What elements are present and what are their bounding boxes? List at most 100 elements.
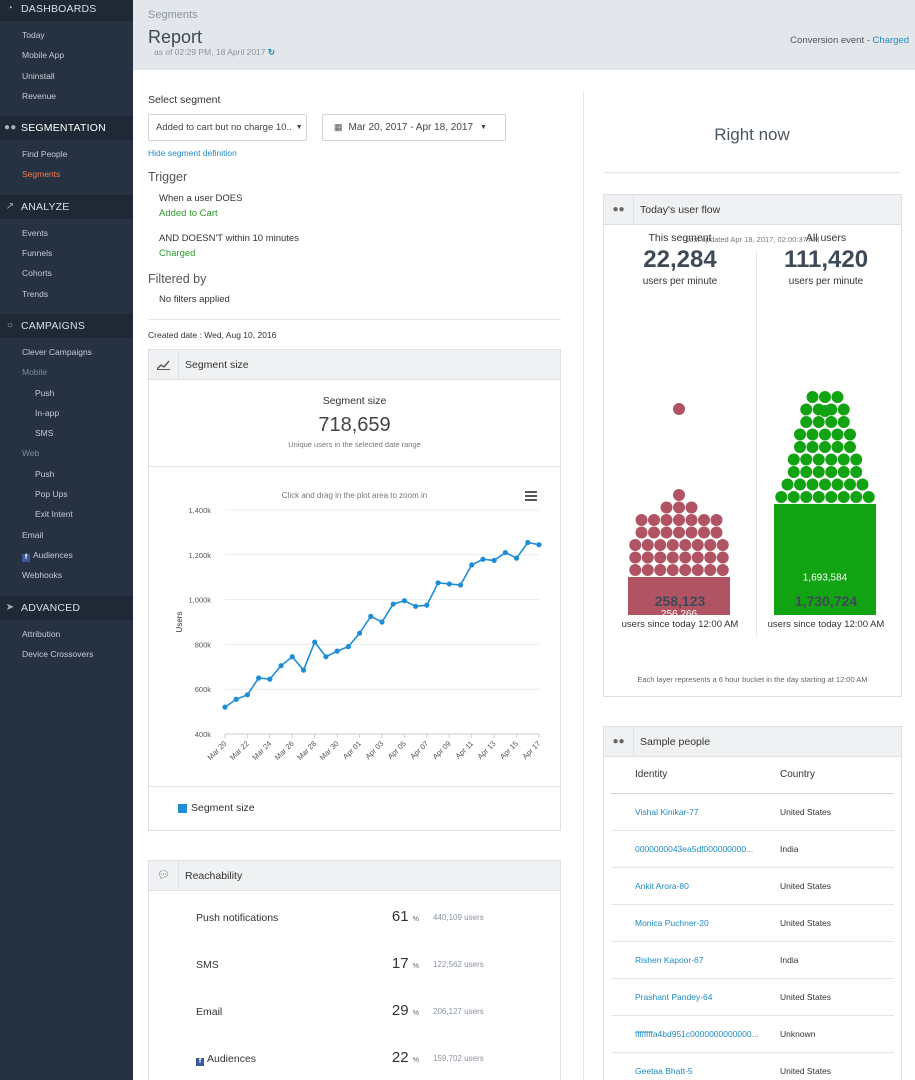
divider [149,466,560,467]
flow-bubble [812,403,825,416]
nav-section-analyze[interactable]: ↗ ANALYZE [0,194,133,219]
identity-link[interactable]: 0000000043ea5df000000000... [611,830,780,868]
sidebar-item-in-app[interactable]: In-app [0,403,133,423]
flow-bubble [794,478,806,491]
flow-bubble [629,551,642,564]
identity-link[interactable]: Vishal Kinikar-77 [611,793,780,831]
page-title: Report [148,27,203,47]
data-point[interactable] [244,692,251,698]
sidebar-item-funnels[interactable]: Funnels [0,243,133,263]
data-point[interactable] [413,603,419,609]
sidebar-item-clever-campaigns[interactable]: Clever Campaigns [0,342,133,362]
segment-dropdown[interactable]: Added to cart but no charge 10.. ▼ [148,114,307,141]
identity-link[interactable]: Ankit Arora-80 [611,867,780,905]
chart-menu-icon[interactable] [525,491,537,503]
sidebar-item-webhooks[interactable]: Webhooks [0,565,133,585]
data-point[interactable] [446,581,452,587]
data-point[interactable] [424,602,430,608]
sidebar-item-label: Webhooks [22,570,63,581]
refresh-icon[interactable]: ↻ [267,47,276,57]
data-point[interactable] [491,557,497,563]
data-point[interactable] [390,601,396,607]
data-point[interactable] [300,667,307,673]
data-point[interactable] [312,639,318,645]
data-point[interactable] [379,619,385,625]
nav-section-dashboards[interactable]: ◔ DASHBOARDS [0,0,133,21]
data-point[interactable] [233,696,239,702]
all-users-unit: users per minute [788,276,864,287]
table-row[interactable]: 0000000043ea5df000000000... India [611,830,894,868]
sidebar-item-today[interactable]: Today [0,25,133,45]
sidebar-item-device-crossovers[interactable]: Device Crossovers [0,644,133,664]
data-point[interactable] [289,654,295,660]
data-point[interactable] [536,542,542,548]
date-range-picker[interactable]: ▦ Mar 20, 2017 - Apr 18, 2017 ▼ [322,114,506,141]
table-row[interactable]: ffffffffa4bd951c0000000000000... Unknown [611,1015,894,1053]
data-point[interactable] [401,598,408,604]
data-point[interactable] [525,539,531,546]
data-point[interactable] [278,663,284,669]
identity-link[interactable]: Prashant Pandey-64 [611,978,780,1016]
data-point[interactable] [267,676,273,682]
table-row[interactable]: Vishal Kinikar-77 United States [611,793,894,831]
data-point[interactable] [435,580,441,586]
data-point[interactable] [345,644,351,650]
sidebar-item-sms[interactable]: SMS [0,423,133,443]
data-point[interactable] [323,654,329,660]
sidebar-item-segments[interactable]: Segments [0,164,133,184]
sidebar-item-uninstall[interactable]: Uninstall [0,66,133,86]
nav-section-segmentation[interactable]: ●● SEGMENTATION [0,116,133,141]
data-point[interactable] [502,549,508,556]
data-point[interactable] [334,648,340,654]
breadcrumb[interactable]: Segments [148,9,198,21]
reach-percent: 22 % [392,1049,419,1066]
table-row[interactable]: Geetaa Bhatt-5 United States [611,1052,894,1080]
sidebar-item-label: Push [35,468,55,479]
data-point[interactable] [222,704,228,710]
sidebar-item-push[interactable]: Push [0,383,133,403]
sidebar-item-mobile-app[interactable]: Mobile App [0,45,133,65]
data-point[interactable] [368,613,374,619]
data-point[interactable] [356,630,363,636]
sidebar-item-pop-ups[interactable]: Pop Ups [0,484,133,504]
country-cell: United States [780,867,894,905]
data-point[interactable] [469,562,475,568]
sidebar-item-cohorts[interactable]: Cohorts [0,263,133,283]
trigger-and-label: AND DOESN'T within 10 minutes [159,233,299,244]
column-header-identity[interactable]: Identity [611,757,780,794]
data-point[interactable] [480,556,486,562]
identity-link[interactable]: Geetaa Bhatt-5 [611,1052,780,1080]
reachability-panel: 💬︎ Reachability Push notifications 61 % 44… [148,860,561,1080]
nav-section-campaigns[interactable]: ○ CAMPAIGNS [0,313,133,338]
table-row[interactable]: Ankit Arora-80 United States [611,867,894,905]
y-tick-label: 400k [195,730,212,739]
sidebar-item-events[interactable]: Events [0,223,133,243]
sidebar-item-trends[interactable]: Trends [0,284,133,304]
flow-bubble [654,564,667,576]
chart-legend[interactable]: Segment size [178,802,255,814]
table-row[interactable]: Prashant Pandey-64 United States [611,978,894,1016]
sidebar-item-audiences[interactable]: f Audiences [0,545,133,565]
identity-link[interactable]: ffffffffa4bd951c0000000000000... [611,1015,780,1053]
data-point[interactable] [513,555,520,561]
data-point[interactable] [457,582,464,588]
hide-segment-definition-link[interactable]: Hide segment definition [148,148,237,158]
sidebar-item-attribution[interactable]: Attribution [0,624,133,644]
nav-section-advanced[interactable]: ➤ ADVANCED [0,595,133,620]
sidebar-item-exit-intent[interactable]: Exit Intent [0,504,133,524]
conversion-event-link[interactable]: Charged [872,35,909,46]
identity-link[interactable]: Rishen Kapoor-67 [611,941,780,979]
reach-channel-label: SMS [196,959,219,971]
table-row[interactable]: Rishen Kapoor-67 India [611,941,894,979]
column-header-country[interactable]: Country [780,757,894,794]
table-row[interactable]: Monica Puchner-20 United States [611,904,894,942]
sidebar-item-find-people[interactable]: Find People [0,144,133,164]
sidebar-item-revenue[interactable]: Revenue [0,86,133,106]
calendar-icon: ▦ [334,122,343,132]
data-point[interactable] [256,675,262,681]
identity-link[interactable]: Monica Puchner-20 [611,904,780,942]
panel-title: Today's user flow [640,203,721,216]
sidebar-item-email[interactable]: Email [0,525,133,545]
sidebar-item-push[interactable]: Push [0,464,133,484]
